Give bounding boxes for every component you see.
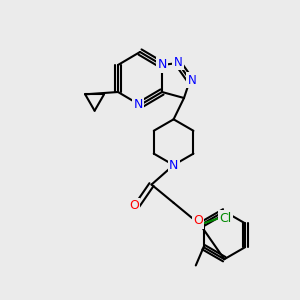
Text: N: N — [188, 74, 196, 86]
Text: N: N — [133, 98, 143, 112]
Text: N: N — [174, 56, 182, 68]
Text: O: O — [193, 214, 202, 227]
Text: N: N — [157, 58, 167, 71]
Text: Cl: Cl — [219, 212, 231, 225]
Text: N: N — [169, 159, 178, 172]
Text: O: O — [129, 199, 139, 212]
